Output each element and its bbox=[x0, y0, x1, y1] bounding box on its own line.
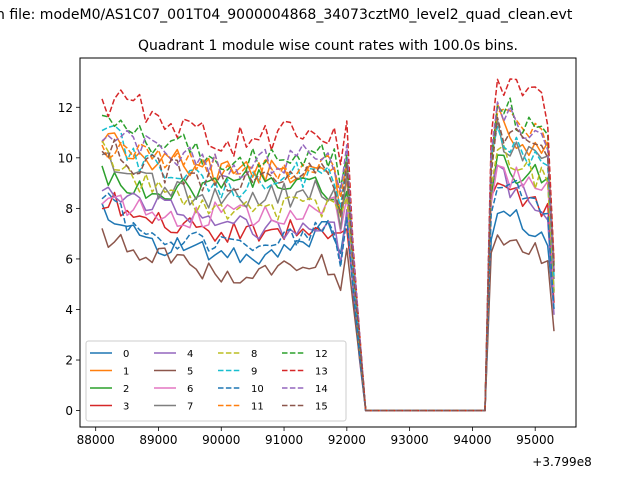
y-tick-label: 4 bbox=[65, 303, 73, 317]
legend-label-10: 10 bbox=[251, 384, 264, 395]
x-tick-label: 91000 bbox=[265, 433, 303, 447]
legend-box bbox=[85, 340, 347, 422]
legend-label-5: 5 bbox=[187, 367, 193, 378]
x-axis: 88000 89000 90000 91000 92000 93000 94000 95000 bbox=[77, 427, 554, 447]
legend-label-8: 8 bbox=[251, 349, 257, 360]
x-tick-label: 90000 bbox=[202, 433, 240, 447]
x-tick-label: 92000 bbox=[328, 433, 366, 447]
figure-suptitle: n file: modeM0/AS1C07_001T04_9000004868_… bbox=[0, 7, 573, 23]
chart-title: Quadrant 1 module wise count rates with … bbox=[138, 38, 518, 54]
x-tick-label: 89000 bbox=[139, 433, 177, 447]
x-tick-label: 95000 bbox=[516, 433, 554, 447]
y-tick-label: 0 bbox=[65, 404, 73, 418]
legend-label-14: 14 bbox=[315, 384, 328, 395]
legend-label-15: 15 bbox=[315, 402, 328, 413]
legend-label-6: 6 bbox=[187, 384, 193, 395]
legend-label-1: 1 bbox=[123, 367, 129, 378]
plot-area bbox=[79, 57, 577, 428]
x-tick-label: 88000 bbox=[77, 433, 115, 447]
legend-label-12: 12 bbox=[315, 349, 328, 360]
legend-label-3: 3 bbox=[123, 402, 129, 413]
y-tick-label: 12 bbox=[58, 101, 73, 115]
x-tick-label: 94000 bbox=[453, 433, 491, 447]
series-layer bbox=[101, 78, 555, 412]
series-line-15 bbox=[101, 116, 555, 412]
x-axis-offset-label: +3.799e8 bbox=[532, 455, 591, 469]
legend-label-13: 13 bbox=[315, 367, 328, 378]
legend-label-11: 11 bbox=[251, 402, 264, 413]
y-tick-label: 2 bbox=[65, 354, 73, 368]
legend-label-9: 9 bbox=[251, 367, 257, 378]
y-tick-label: 6 bbox=[65, 252, 73, 266]
axes-frame bbox=[79, 57, 577, 428]
y-tick-label: 8 bbox=[65, 202, 73, 216]
legend-label-4: 4 bbox=[187, 349, 193, 360]
y-axis: 0 2 4 6 8 10 12 bbox=[58, 101, 80, 418]
legend-label-7: 7 bbox=[187, 402, 193, 413]
x-tick-label: 93000 bbox=[391, 433, 429, 447]
legend-label-2: 2 bbox=[123, 384, 129, 395]
series-line-10 bbox=[101, 179, 555, 412]
y-tick-label: 10 bbox=[58, 151, 73, 165]
legend-label-0: 0 bbox=[123, 349, 129, 360]
